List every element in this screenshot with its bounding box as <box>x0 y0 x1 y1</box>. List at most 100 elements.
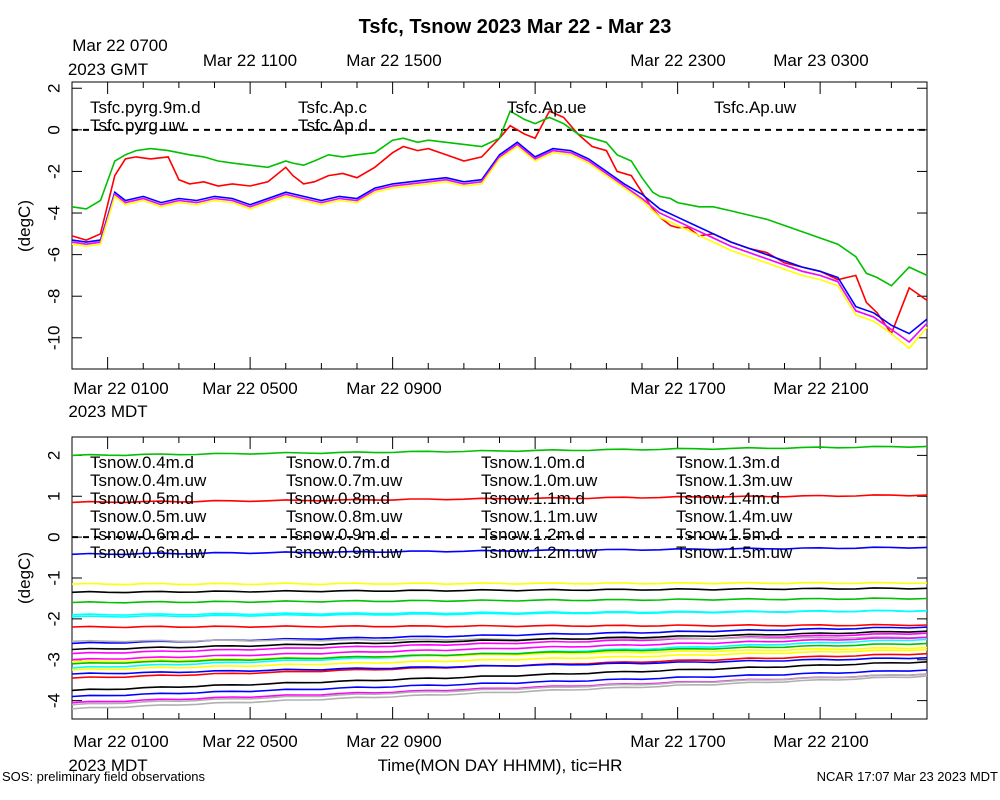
legend-Tsnow-0-6m-uw: Tsnow.0.6m.uw <box>90 543 207 562</box>
legend-Tsnow-1-5m-d: Tsnow.1.5m.d <box>676 525 780 544</box>
series-line-Tsnow-0-5m-d <box>71 669 928 698</box>
top-ytick-label: -6 <box>44 247 63 262</box>
bottom-panel-legend: Tsnow.0.4m.dTsnow.0.4m.uwTsnow.0.5m.dTsn… <box>90 453 793 562</box>
legend-Tsnow-0-5m-uw: Tsnow.0.5m.uw <box>90 507 207 526</box>
legend-Tsnow-1-2m-d: Tsnow.1.2m.d <box>481 525 585 544</box>
series-line-Tsnow-1-2m-uw <box>71 597 928 604</box>
gmt-tick-4: Mar 23 0300 <box>773 51 868 70</box>
legend-Tsnow-0-9m-d: Tsnow.0.9m.d <box>286 525 390 544</box>
series-line-Tsnow-0-6m-uw <box>71 646 928 663</box>
series-line-Tsfc-pyrg-9m-d <box>71 110 928 336</box>
legend-Tsnow-0-4m-d: Tsnow.0.4m.d <box>90 453 194 472</box>
legend-Tsfc-Ap-uw: Tsfc.Ap.uw <box>714 98 797 117</box>
series-line-Tsnow-1-2m-d <box>71 623 928 629</box>
mdt-tick-bottom-3: Mar 22 1700 <box>630 732 725 751</box>
legend-Tsfc-Ap-ue: Tsfc.Ap.ue <box>507 98 586 117</box>
series-line-Tsnow-1-5m-uw <box>71 587 928 594</box>
legend-Tsnow-1-4m-d: Tsnow.1.4m.d <box>676 489 780 508</box>
legend-Tsnow-1-4m-uw: Tsnow.1.4m.uw <box>676 507 793 526</box>
bottom-ytick-label: -3 <box>44 652 63 667</box>
legend-Tsnow-0-8m-uw: Tsnow.0.8m.uw <box>286 507 403 526</box>
series-line-Tsfc-pyrg-uw <box>71 109 928 287</box>
legend-Tsnow-1-1m-uw: Tsnow.1.1m.uw <box>481 507 598 526</box>
series-line-Tsfc-Ap-uw <box>71 145 928 350</box>
mdt-tick-bottom-2: Mar 22 0900 <box>346 732 441 751</box>
mdt-tick-top-4: Mar 22 2100 <box>773 379 868 398</box>
legend-Tsnow-1-3m-uw: Tsnow.1.3m.uw <box>676 471 793 490</box>
gmt-tick-3: Mar 22 2300 <box>630 51 725 70</box>
series-line-Tsnow-1-3m-uw <box>71 609 928 618</box>
mdt-tick-bottom-0: Mar 22 0100 <box>73 732 168 751</box>
chart-title: Tsfc, Tsnow 2023 Mar 22 - Mar 23 <box>359 16 672 38</box>
top-ytick-label: -8 <box>44 289 63 304</box>
legend-Tsnow-0-7m-uw: Tsnow.0.7m.uw <box>286 471 403 490</box>
legend-Tsnow-1-0m-uw: Tsnow.1.0m.uw <box>481 471 598 490</box>
series-line-Tsnow-1-4m-d <box>71 636 928 661</box>
mdt-tick-top-3: Mar 22 1700 <box>630 379 725 398</box>
top-y-axis-label: (degC) <box>15 200 34 252</box>
series-line-Tsnow-1-1m-uw <box>71 630 928 651</box>
mdt-sublabel-bottom: 2023 MDT <box>68 756 147 775</box>
top-ytick-label: 0 <box>44 125 63 134</box>
series-line-Tsfc-Ap-ue <box>71 143 928 344</box>
series-line-Tsfc-Ap-d <box>71 143 928 344</box>
bottom-ytick-label: 2 <box>44 451 63 460</box>
legend-Tsnow-0-7m-d: Tsnow.0.7m.d <box>286 453 390 472</box>
legend-Tsnow-1-1m-d: Tsnow.1.1m.d <box>481 489 585 508</box>
mdt-sublabel-top: 2023 MDT <box>68 402 147 421</box>
legend-Tsnow-1-3m-d: Tsnow.1.3m.d <box>676 453 780 472</box>
legend-Tsnow-0-8m-d: Tsnow.0.8m.d <box>286 489 390 508</box>
top-ytick-label: 2 <box>44 84 63 93</box>
series-line-Tsnow-0-7m-d-extra <box>71 546 928 556</box>
gmt-tick-1: Mar 22 1100 <box>203 51 297 70</box>
series-line-Tsnow-1-3m-d <box>71 656 928 675</box>
gmt-sublabel: 2023 GMT <box>68 60 148 79</box>
series-line-Tsnow-0-7m-d <box>71 675 928 710</box>
legend-Tsnow-0-5m-d: Tsnow.0.5m.d <box>90 489 194 508</box>
footer-left: SOS: preliminary field observations <box>2 769 206 784</box>
top-ytick-label: -10 <box>44 326 63 351</box>
series-line-Tsnow-0-8m-uw <box>71 642 928 665</box>
gmt-tick-2: Mar 22 1500 <box>346 51 441 70</box>
legend-Tsfc-pyrg-9m-d: Tsfc.pyrg.9m.d <box>90 98 201 117</box>
series-line-Tsnow-1-4m-uw <box>71 648 928 671</box>
legend-Tsnow-0-9m-uw: Tsnow.0.9m.uw <box>286 543 403 562</box>
legend-Tsnow-0-4m-uw: Tsnow.0.4m.uw <box>90 471 207 490</box>
bottom-ytick-label: 1 <box>44 492 63 501</box>
mdt-tick-top-1: Mar 22 0500 <box>202 379 297 398</box>
mdt-tick-bottom-1: Mar 22 0500 <box>202 732 297 751</box>
top-panel-legend: Tsfc.pyrg.9m.dTsfc.pyrg.uwTsfc.Ap.cTsfc.… <box>90 98 797 135</box>
top-ytick-label: -2 <box>44 164 63 179</box>
top-panel-frame <box>71 81 928 370</box>
footer-right: NCAR 17:07 Mar 23 2023 MDT <box>817 769 998 784</box>
series-line-Tsnow-0-7m-uw <box>71 661 928 692</box>
legend-Tsnow-0-6m-d: Tsnow.0.6m.d <box>90 525 194 544</box>
legend-Tsnow-1-0m-d: Tsnow.1.0m.d <box>481 453 585 472</box>
bottom-y-axis-label: (degC) <box>15 552 34 604</box>
legend-Tsnow-1-2m-uw: Tsnow.1.2m.uw <box>481 543 598 562</box>
bottom-ytick-label: 0 <box>44 532 63 541</box>
legend-Tsfc-Ap-d: Tsfc.Ap.d <box>298 116 368 135</box>
series-line-Tsnow-1-0m-uw <box>71 581 928 586</box>
bottom-ytick-label: -4 <box>44 693 63 708</box>
series-line-Tsnow-1-1m-d <box>71 636 928 643</box>
top-panel-series <box>71 109 928 350</box>
legend-Tsfc-pyrg-uw: Tsfc.pyrg.uw <box>90 116 185 135</box>
series-line-Tsnow-0-8m-d <box>71 494 928 504</box>
legend-Tsfc-Ap-c: Tsfc.Ap.c <box>298 98 367 117</box>
x-axis-label: Time(MON DAY HHMM), tic=HR <box>378 756 623 775</box>
mdt-tick-top-2: Mar 22 0900 <box>346 379 441 398</box>
top-panel-axes: 2 0 -2 -4 -6 -8 -10 <box>44 82 928 369</box>
bottom-ytick-label: -1 <box>44 570 63 585</box>
mdt-tick-top-0: Mar 22 0100 <box>73 379 168 398</box>
gmt-tick-0: Mar 22 0700 <box>72 36 167 55</box>
bottom-panel-series <box>71 445 928 710</box>
series-line-Tsfc-Ap-c <box>71 141 928 335</box>
series-line-Tsnow-0-4m-uw <box>71 445 928 457</box>
mdt-tick-bottom-4: Mar 22 2100 <box>773 732 868 751</box>
bottom-ytick-label: -2 <box>44 611 63 626</box>
series-line-Tsnow-0-6m-d <box>71 632 928 655</box>
legend-Tsnow-1-5m-uw: Tsnow.1.5m.uw <box>676 543 793 562</box>
series-line-Tsnow-1-5m-d <box>71 673 928 706</box>
